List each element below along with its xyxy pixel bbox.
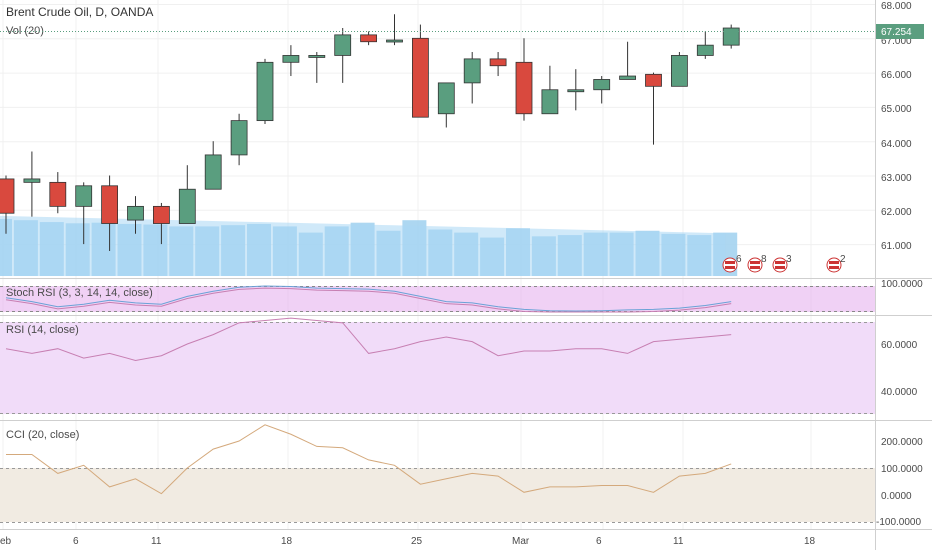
time-axis[interactable]: eb 6 11 18 25 Mar 6 11 18 (0, 536, 816, 547)
stoch-d-line (5, 287, 732, 313)
volume-series (0, 215, 738, 276)
us-flag-icon[interactable]: 3 (772, 254, 792, 273)
candle-up (75, 185, 93, 207)
price-tick: 64.000 (881, 139, 912, 150)
rsi-line (5, 317, 732, 361)
candle-up (722, 27, 740, 46)
candle-up (541, 89, 559, 115)
stoch-k-line (5, 285, 732, 312)
candle-up (178, 188, 196, 224)
us-flag-icon[interactable]: 8 (747, 254, 767, 273)
candle-up (127, 205, 144, 221)
candle-up (308, 55, 326, 58)
candle-up (593, 79, 611, 91)
time-tick: 11 (151, 536, 162, 547)
price-tick: 67.000 (881, 36, 912, 47)
chart-title: Brent Crude Oil, D, OANDA (6, 5, 153, 19)
price-tick: 66.000 (881, 70, 912, 81)
candle-up (671, 55, 688, 87)
stoch-band (0, 286, 875, 312)
candle-down (360, 34, 378, 43)
price-axis[interactable]: 68.000 67.000 66.000 65.000 64.000 63.00… (881, 1, 912, 252)
time-tick: 6 (73, 536, 79, 547)
cci-line (6, 424, 732, 495)
candle-down (101, 185, 118, 224)
price-badge-text: 67.254 (881, 27, 912, 38)
price-tick: 63.000 (881, 173, 912, 184)
candle-up (282, 55, 300, 63)
candle-up (230, 120, 248, 156)
event-count: 6 (736, 254, 742, 265)
price-tick: 62.000 (881, 207, 912, 218)
candle-down (411, 37, 429, 118)
candle-down (152, 205, 170, 224)
rsi-axis-tick: 40.0000 (881, 387, 918, 398)
cci-axis-tick: 100.0000 (881, 464, 923, 475)
time-tick: 6 (596, 536, 602, 547)
event-count: 2 (840, 254, 846, 265)
us-flag-icon[interactable]: 6 (722, 254, 742, 273)
event-count: 3 (786, 254, 792, 265)
time-tick: 11 (673, 536, 684, 547)
cci-band (0, 468, 875, 522)
event-count: 8 (761, 254, 767, 265)
rsi-band (0, 322, 875, 414)
candle-up (567, 89, 585, 93)
time-tick: 25 (411, 536, 423, 547)
candle-up (437, 82, 455, 115)
candle-up (23, 178, 41, 183)
time-tick: 18 (804, 536, 816, 547)
rsi-axis-tick: 60.0000 (881, 340, 918, 351)
us-flag-icon[interactable]: 2 (826, 254, 846, 273)
stoch-axis-tick: 100.0000 (881, 279, 923, 290)
indicator-series (0, 285, 875, 523)
price-badge (876, 24, 924, 39)
stoch-title: Stoch RSI (3, 3, 14, 14, close) (6, 287, 153, 299)
candle-down (489, 58, 507, 67)
candle-down (0, 178, 15, 214)
event-markers: 6 8 3 2 (722, 254, 846, 273)
candle-up (619, 75, 636, 80)
candle-down (49, 181, 67, 207)
candle-down (515, 61, 533, 115)
candle-up (334, 34, 352, 56)
candle-up (696, 44, 714, 56)
candle-down (645, 73, 662, 87)
candle-series (0, 14, 740, 251)
candle-up (256, 61, 274, 122)
cci-axis-tick: -100.0000 (876, 517, 921, 528)
price-tick: 61.000 (881, 241, 912, 252)
cci-axis-tick: 0.0000 (881, 491, 912, 502)
volume-ma-area (0, 215, 726, 276)
candle-up (463, 58, 481, 84)
candle-up (204, 154, 222, 190)
price-tick: 68.000 (881, 1, 912, 12)
time-tick: eb (0, 536, 12, 547)
candle-up (386, 39, 403, 43)
rsi-title: RSI (14, close) (6, 324, 79, 336)
price-tick: 65.000 (881, 104, 912, 115)
cci-axis-tick: 200.0000 (881, 437, 923, 448)
cci-title: CCI (20, close) (6, 429, 79, 441)
time-tick: Mar (512, 536, 530, 547)
time-tick: 18 (281, 536, 293, 547)
